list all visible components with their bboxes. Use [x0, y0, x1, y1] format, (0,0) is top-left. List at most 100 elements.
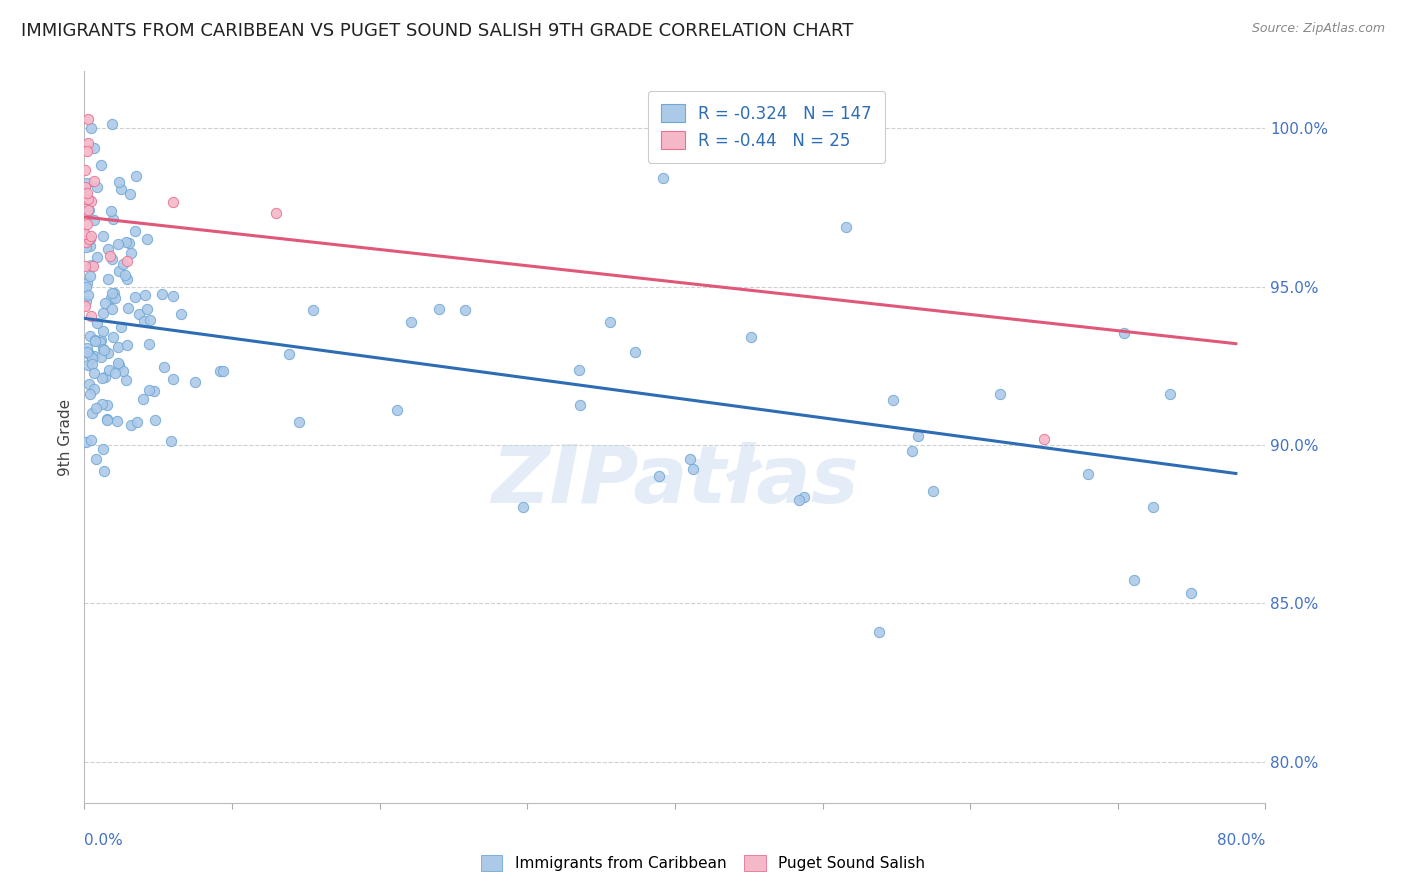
Point: [120, 245, 142, 260]
Point: [79, 239, 101, 253]
Text: IMMIGRANTS FROM CARIBBEAN VS PUGET SOUND SALISH 9TH GRADE CORRELATION CHART: IMMIGRANTS FROM CARIBBEAN VS PUGET SOUND…: [21, 22, 853, 40]
Point: [1142, 500, 1164, 515]
Point: [91, 442, 114, 457]
Point: [96, 398, 118, 412]
Point: [1077, 467, 1099, 482]
Point: [90, 333, 112, 347]
Point: [212, 364, 235, 378]
Point: [98, 249, 121, 263]
Point: [114, 268, 136, 282]
Point: [91, 342, 114, 356]
Point: [988, 386, 1011, 401]
Point: [124, 290, 146, 304]
Point: [120, 417, 142, 432]
Point: [679, 451, 702, 466]
Point: [93, 464, 115, 478]
Point: [77, 192, 100, 206]
Point: [77, 136, 100, 151]
Point: [107, 264, 129, 278]
Point: [89, 334, 111, 349]
Point: [150, 287, 173, 301]
Point: [101, 117, 124, 131]
Point: [124, 224, 146, 238]
Point: [97, 242, 120, 256]
Point: [162, 372, 184, 386]
Y-axis label: 9th Grade: 9th Grade: [58, 399, 73, 475]
Point: [83, 333, 105, 347]
Point: [1159, 386, 1181, 401]
Point: [75, 240, 97, 254]
Point: [91, 324, 114, 338]
Point: [834, 220, 856, 235]
Point: [100, 252, 122, 266]
Point: [98, 363, 121, 377]
Point: [900, 443, 922, 458]
Point: [301, 303, 323, 318]
Point: [80, 120, 103, 135]
Point: [184, 375, 207, 389]
Point: [869, 624, 891, 639]
Point: [75, 299, 97, 313]
Point: [118, 186, 141, 201]
Point: [907, 429, 929, 443]
Point: [105, 414, 128, 428]
Point: [77, 202, 100, 217]
Point: [79, 387, 101, 401]
Point: [84, 452, 107, 467]
Point: [115, 271, 138, 285]
Point: [75, 227, 97, 241]
Point: [385, 403, 408, 417]
Point: [110, 182, 132, 196]
Point: [75, 294, 97, 309]
Point: [91, 306, 114, 320]
Point: [789, 492, 811, 507]
Point: [83, 174, 105, 188]
Point: [599, 315, 621, 329]
Point: [104, 366, 127, 380]
Point: [100, 291, 122, 305]
Point: [86, 180, 108, 194]
Point: [107, 355, 129, 369]
Point: [96, 413, 118, 427]
Point: [76, 341, 98, 355]
Point: [75, 163, 97, 178]
Point: [91, 229, 114, 244]
Point: [96, 272, 118, 286]
Point: [134, 288, 156, 302]
Point: [108, 358, 131, 372]
Point: [80, 351, 103, 366]
Point: [103, 286, 125, 301]
Point: [76, 345, 98, 359]
Point: [112, 364, 135, 378]
Point: [77, 347, 100, 361]
Point: [75, 280, 97, 294]
Point: [568, 362, 591, 376]
Point: [512, 500, 534, 515]
Point: [83, 350, 105, 364]
Point: [75, 434, 97, 449]
Point: [101, 301, 124, 316]
Point: [143, 384, 166, 398]
Point: [117, 235, 139, 250]
Point: [91, 370, 114, 384]
Point: [101, 211, 124, 226]
Point: [624, 344, 647, 359]
Point: [107, 236, 129, 251]
Point: [136, 302, 159, 317]
Point: [75, 179, 97, 194]
Point: [793, 490, 815, 504]
Point: [101, 330, 124, 344]
Point: [84, 334, 107, 348]
Text: 0.0%: 0.0%: [84, 833, 124, 848]
Point: [90, 158, 112, 172]
Point: [209, 364, 232, 378]
Point: [93, 369, 115, 384]
Point: [159, 434, 181, 448]
Point: [1033, 432, 1056, 446]
Point: [84, 401, 107, 416]
Point: [143, 413, 166, 427]
Point: [125, 415, 148, 429]
Text: 80.0%: 80.0%: [1218, 833, 1265, 848]
Point: [652, 171, 675, 186]
Point: [93, 296, 115, 310]
